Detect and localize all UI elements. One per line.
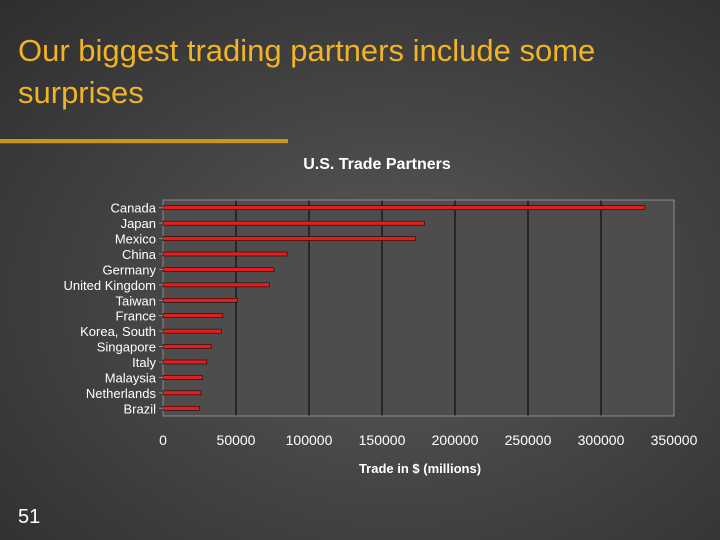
category-label: Germany xyxy=(103,262,157,277)
bar xyxy=(162,405,200,411)
category-label: Malaysia xyxy=(105,370,157,385)
category-label: Korea, South xyxy=(80,324,156,339)
plot-area: 0 50000 100000 150000 200000 250000 300000 3500… xyxy=(64,199,698,448)
x-tick-label: 250000 xyxy=(505,432,552,448)
x-axis-label: Trade in $ (millions) xyxy=(359,461,481,476)
x-tick-label: 150000 xyxy=(359,432,406,448)
category-label: Netherlands xyxy=(86,386,157,401)
bar xyxy=(162,205,646,211)
category-label: Singapore xyxy=(97,340,156,355)
category-label: Italy xyxy=(132,355,156,370)
x-tick-label: 350000 xyxy=(651,432,698,448)
bar xyxy=(162,297,238,303)
bar xyxy=(162,328,222,334)
category-label: France xyxy=(116,309,156,324)
bar xyxy=(162,375,203,380)
bar xyxy=(162,267,275,272)
bar xyxy=(162,282,270,288)
bar xyxy=(162,313,224,319)
chart-title: U.S. Trade Partners xyxy=(303,156,451,173)
title-underline xyxy=(0,139,288,144)
bar xyxy=(162,236,416,241)
bar xyxy=(162,359,208,365)
category-label: Mexico xyxy=(115,232,156,247)
bar xyxy=(162,251,288,257)
category-label: United Kingdom xyxy=(64,278,157,293)
x-tick-label: 0 xyxy=(159,432,167,448)
bar xyxy=(162,390,202,396)
x-tick-label: 200000 xyxy=(432,432,479,448)
plot-background xyxy=(163,200,674,416)
category-label: Taiwan xyxy=(116,293,156,308)
category-label: Brazil xyxy=(123,401,156,416)
category-label: Canada xyxy=(110,201,156,216)
slide-title: Our biggest trading partners include som… xyxy=(18,33,596,110)
plot-border xyxy=(162,199,675,417)
x-tick-label: 50000 xyxy=(217,432,256,448)
page-number: 51 xyxy=(18,506,41,528)
bar xyxy=(162,220,425,226)
bar xyxy=(162,344,212,349)
category-label: Japan xyxy=(121,216,156,231)
x-tick-label: 300000 xyxy=(578,432,625,448)
x-tick-label: 100000 xyxy=(286,432,333,448)
category-label: China xyxy=(122,247,157,262)
